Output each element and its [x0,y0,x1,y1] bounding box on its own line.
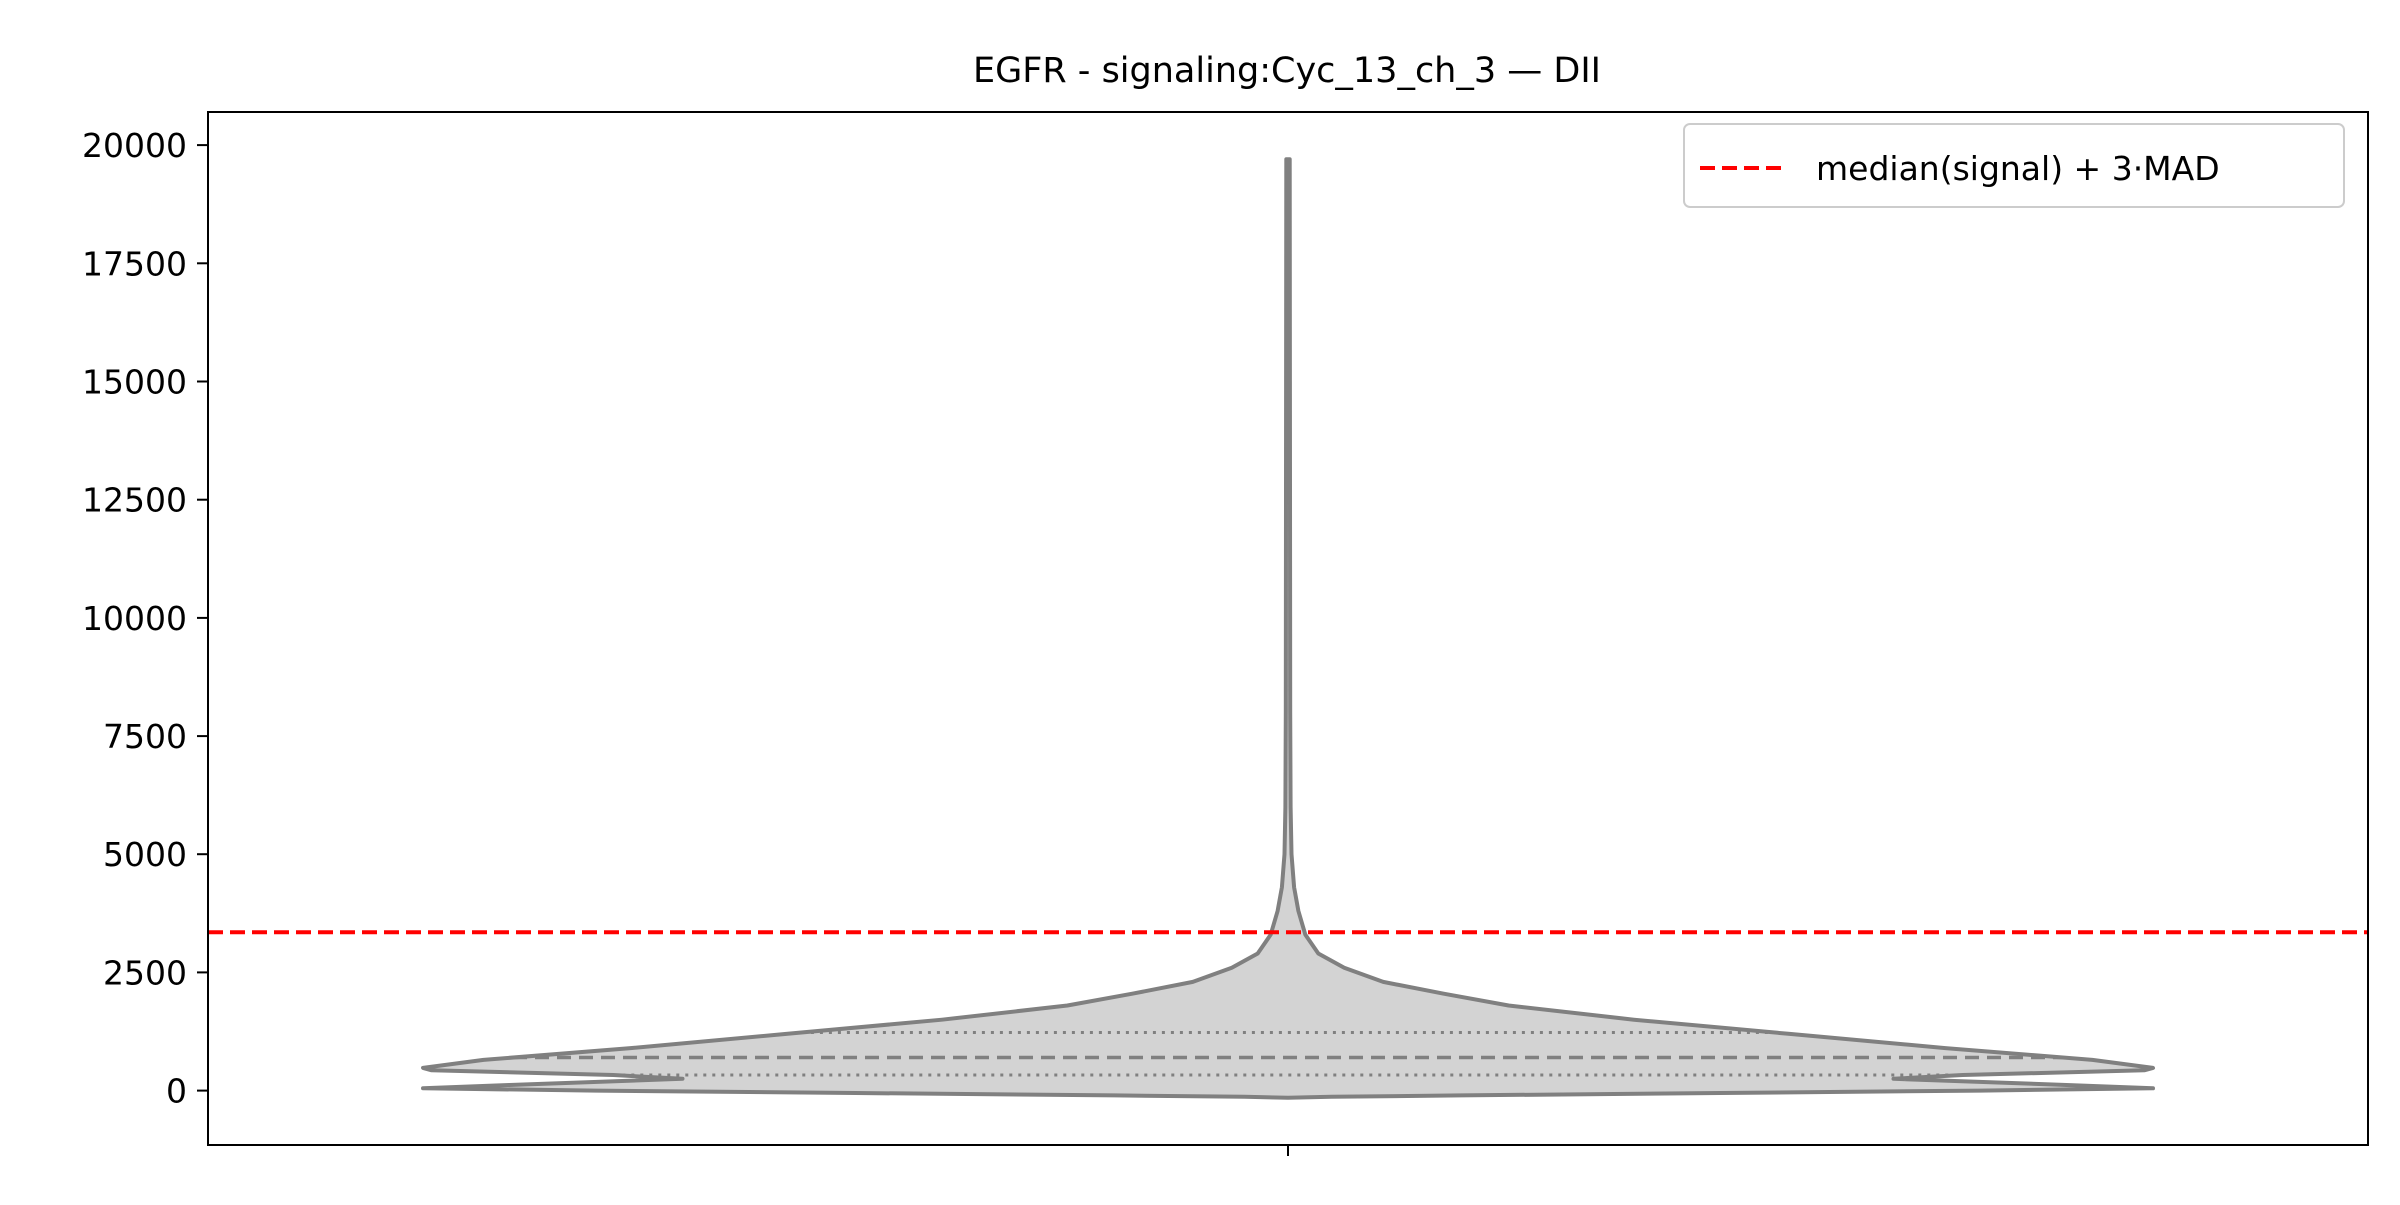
y-tick-label: 7500 [103,717,187,756]
legend: median(signal) + 3·MAD [1683,123,2345,208]
legend-box [1683,123,2345,208]
y-tick-label: 0 [166,1072,187,1111]
y-tick-label: 15000 [82,363,187,402]
chart-title: EGFR - signaling:Cyc_13_ch_3 — DII [973,51,1601,91]
y-tick-label: 17500 [82,244,187,283]
y-tick-label: 5000 [103,835,187,874]
y-tick-label: 20000 [82,126,187,165]
violin-body [421,157,2155,1100]
legend-label-threshold: median(signal) + 3·MAD [1816,149,2220,188]
y-axis: 0 2500 5000 7500 10000 12500 15000 17500 20000 [82,126,1289,1156]
y-tick-label: 10000 [82,599,187,638]
y-tick-label: 12500 [82,481,187,520]
y-tick-label: 2500 [103,953,187,992]
violin-layer [421,157,2155,1100]
